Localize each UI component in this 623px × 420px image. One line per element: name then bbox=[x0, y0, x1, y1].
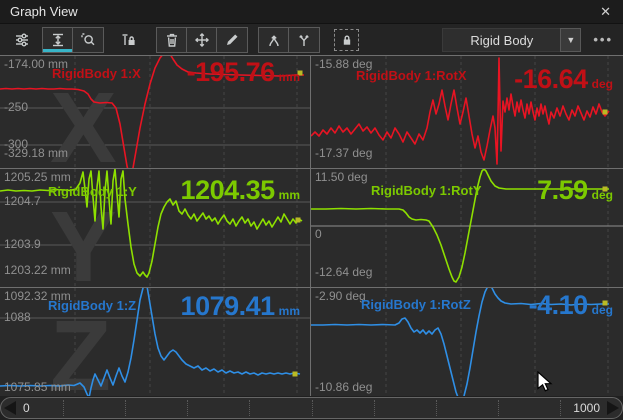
current-frame-marker bbox=[297, 70, 303, 76]
plot-canvas: Y bbox=[0, 169, 310, 287]
sliders-icon bbox=[16, 33, 28, 46]
vertical-fit-icon bbox=[52, 33, 63, 46]
timeline-tick bbox=[497, 400, 499, 416]
lock-icon bbox=[343, 35, 350, 45]
timeline-scrollbar[interactable]: 0 1000 bbox=[0, 397, 623, 419]
current-frame-marker bbox=[602, 109, 608, 115]
axis-watermark: X bbox=[50, 72, 117, 168]
data-curve bbox=[311, 57, 610, 165]
chevron-down-icon[interactable]: ▼ bbox=[560, 27, 582, 52]
pin-lock-icon bbox=[122, 33, 135, 45]
toolbar: Rigid Body ▼ ••• bbox=[0, 24, 623, 55]
data-curve bbox=[0, 56, 304, 168]
pencil-icon bbox=[227, 34, 238, 45]
move-keys-button[interactable] bbox=[187, 27, 217, 52]
split-graphs-button[interactable] bbox=[289, 28, 319, 52]
plot-canvas bbox=[311, 56, 610, 168]
timeline-right-cap-icon[interactable] bbox=[607, 401, 619, 415]
title-bar: Graph View ✕ bbox=[0, 0, 623, 24]
panel-rigidbody1-roty[interactable]: 11.50 deg -12.64 deg 0 RigidBody 1:RotY 7.59… bbox=[311, 169, 623, 287]
timeline-start-label: 0 bbox=[23, 401, 30, 415]
plot-canvas bbox=[311, 169, 623, 287]
timeline-tick bbox=[373, 400, 375, 416]
timeline-tick bbox=[187, 400, 189, 416]
merge-icon bbox=[268, 34, 279, 46]
asset-selector: Rigid Body ▼ ••• bbox=[442, 27, 623, 52]
timeline-tick bbox=[63, 400, 65, 416]
timeline-tick bbox=[249, 400, 251, 416]
toolbar-group-g3 bbox=[258, 26, 320, 53]
panel-rigidbody1-z[interactable]: Z 1092.32 mm 1075.85 mm 1088 RigidBody 1:Z 10… bbox=[0, 288, 310, 396]
axis-watermark: Y bbox=[50, 191, 117, 287]
window-title: Graph View bbox=[10, 4, 78, 19]
asset-dropdown[interactable]: Rigid Body bbox=[442, 27, 561, 52]
data-curve bbox=[0, 169, 303, 278]
autoscale-vertical-button[interactable] bbox=[43, 27, 73, 52]
pin-lock-button[interactable] bbox=[114, 28, 142, 52]
timeline-tick bbox=[125, 400, 127, 416]
toolbar-group-g2 bbox=[156, 26, 248, 53]
plot-canvas: Z bbox=[0, 288, 310, 396]
timeline-tick bbox=[435, 400, 437, 416]
plot-canvas: X bbox=[0, 56, 310, 168]
lock-selection-button[interactable] bbox=[334, 28, 359, 51]
timeline-end-label: 1000 bbox=[573, 401, 600, 415]
panel-rigidbody1-x[interactable]: X -174.00 mm -329.18 mm -250 -300 RigidBody 1… bbox=[0, 56, 310, 168]
split-icon bbox=[299, 34, 309, 46]
graph-grid: X -174.00 mm -329.18 mm -250 -300 RigidBody 1… bbox=[0, 55, 623, 396]
panel-rigidbody1-rotz[interactable]: -2.90 deg -10.86 deg RigidBody 1:RotZ -4.10… bbox=[311, 288, 623, 396]
zoom-selection-button[interactable] bbox=[73, 28, 103, 52]
current-frame-marker bbox=[602, 186, 608, 192]
data-curve bbox=[311, 288, 609, 396]
timeline-tick bbox=[559, 400, 561, 416]
timeline-left-cap-icon[interactable] bbox=[4, 401, 16, 415]
plot-canvas bbox=[311, 288, 609, 396]
more-options-button[interactable]: ••• bbox=[593, 32, 613, 47]
close-icon[interactable]: ✕ bbox=[600, 3, 611, 19]
panel-rigidbody1-rotx[interactable]: -15.88 deg -17.37 deg RigidBody 1:RotX -16.… bbox=[311, 56, 623, 168]
data-curve bbox=[0, 288, 301, 396]
graph-settings-button[interactable] bbox=[8, 28, 36, 52]
timeline-tick bbox=[311, 400, 313, 416]
trash-icon bbox=[166, 33, 177, 47]
delete-keys-button[interactable] bbox=[157, 27, 187, 52]
merge-graphs-button[interactable] bbox=[259, 27, 289, 52]
panel-rigidbody1-y[interactable]: Y 1205.25 mm 1203.22 mm 1204.7 1203.9 RigidBo… bbox=[0, 169, 310, 287]
zoom-region-icon bbox=[81, 32, 95, 45]
current-frame-marker bbox=[295, 217, 301, 223]
edit-keys-button[interactable] bbox=[217, 28, 247, 52]
current-frame-marker bbox=[602, 300, 608, 306]
current-frame-marker bbox=[292, 371, 298, 377]
data-curve bbox=[311, 169, 609, 283]
axis-watermark: Z bbox=[50, 300, 111, 396]
move-icon bbox=[194, 32, 209, 47]
toolbar-group-g1 bbox=[42, 26, 104, 53]
